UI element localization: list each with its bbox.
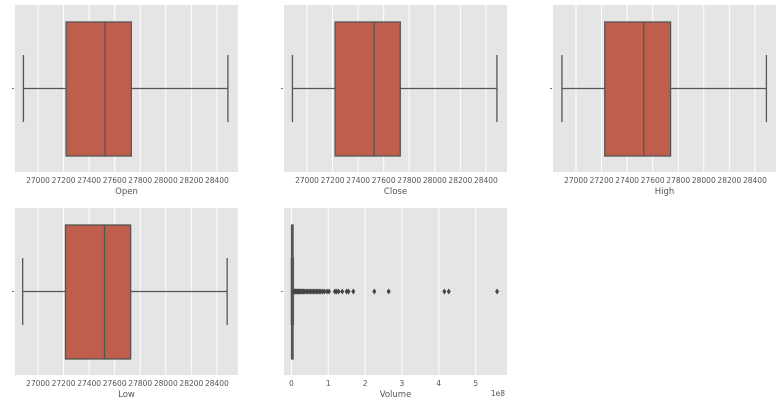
outlier-point (326, 288, 331, 295)
x-axis-label: Low (118, 390, 135, 400)
panel-close: 27000 27200 27400 27600 27800 28000 28200 28400… (281, 5, 507, 197)
outlier-point (372, 288, 377, 295)
tick-label: 3 (400, 379, 405, 388)
tick-label: 27000 (564, 176, 588, 185)
x-axis-label: Close (384, 187, 407, 197)
x-axis-label: Volume (380, 390, 412, 400)
tick-label: 27000 (295, 176, 319, 185)
tick-label: 28400 (205, 379, 229, 388)
tick-label: 28000 (692, 176, 716, 185)
box (64, 224, 132, 360)
tick-label: 28000 (423, 176, 447, 185)
tick-label: 27200 (52, 379, 76, 388)
tick-label: 27200 (52, 176, 76, 185)
tick-label: 27400 (77, 176, 101, 185)
outlier-point (336, 288, 341, 295)
tick-label: 27600 (103, 379, 127, 388)
outlier-point (386, 288, 391, 295)
tick-label: 28400 (474, 176, 498, 185)
x-axis-label: High (655, 187, 675, 197)
tick-label: 28200 (179, 379, 203, 388)
tick-label: 28400 (743, 176, 767, 185)
tick-label: 0 (289, 379, 294, 388)
tick-label: 28400 (205, 176, 229, 185)
box (604, 21, 672, 157)
tick-label: 27800 (666, 176, 690, 185)
tick-label: 28000 (154, 379, 178, 388)
box (65, 21, 132, 157)
tick-label: 1 (326, 379, 331, 388)
tick-label: 28200 (179, 176, 203, 185)
outlier-point (322, 288, 327, 295)
tick-label: 27600 (372, 176, 396, 185)
tick-label: 27400 (77, 379, 101, 388)
outlier-point (495, 288, 500, 295)
outlier-point (351, 288, 356, 295)
tick-label: 27400 (615, 176, 639, 185)
tick-label: 27200 (590, 176, 614, 185)
tick-label: 27000 (26, 379, 50, 388)
tick-label: 27800 (128, 379, 152, 388)
tick-label: 5 (473, 379, 478, 388)
tick-label: 27600 (103, 176, 127, 185)
tick-label: 27200 (321, 176, 345, 185)
tick-label: 27600 (641, 176, 665, 185)
panel-open: 27000 27200 27400 27600 27800 28000 28200 28400… (12, 5, 238, 197)
box (334, 21, 401, 157)
outlier-point (340, 288, 345, 295)
tick-label: 27800 (397, 176, 421, 185)
panel-volume: 0 1 2 3 4 5 Volume 1e8 (281, 208, 507, 400)
outlier-point (346, 288, 351, 295)
panel-low: 27000 27200 27400 27600 27800 28000 28200 28400… (12, 208, 238, 400)
outlier-point (442, 288, 447, 295)
panel-high: 27000 27200 27400 27600 27800 28000 28200 28400… (550, 5, 776, 197)
x-axis-label: Open (115, 187, 138, 197)
tick-label: 28200 (717, 176, 741, 185)
tick-label: 28200 (448, 176, 472, 185)
tick-label: 27000 (26, 176, 50, 185)
axis-offset-label: 1e8 (491, 389, 505, 398)
tick-label: 28000 (154, 176, 178, 185)
tick-label: 27400 (346, 176, 370, 185)
tick-label: 2 (363, 379, 368, 388)
tick-label: 27800 (128, 176, 152, 185)
outlier-point (446, 288, 451, 295)
tick-label: 4 (436, 379, 441, 388)
outlier-point (334, 288, 339, 295)
